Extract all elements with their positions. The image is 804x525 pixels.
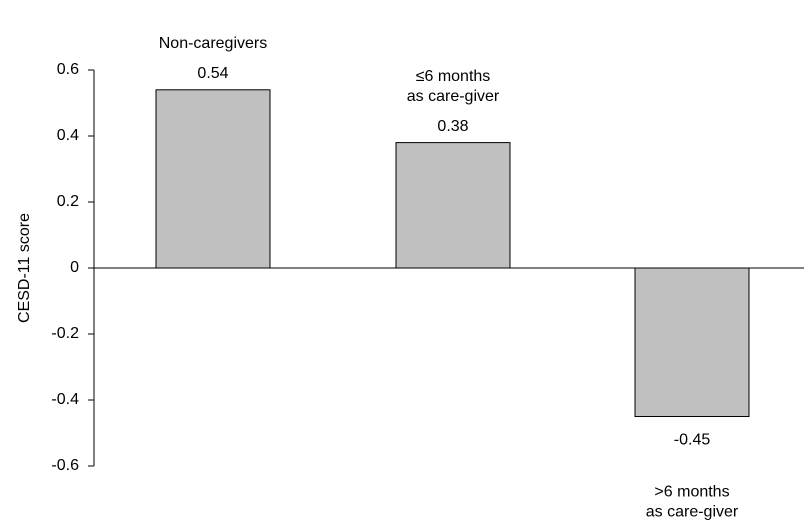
data-label: 0.54 [197,65,228,82]
category-label: ≤6 months [416,68,491,85]
category-label: Non-caregivers [159,35,267,52]
data-label: -0.45 [674,432,711,449]
y-tick-label: -0.4 [51,391,79,408]
y-tick-label: 0.2 [57,193,79,210]
bar [634,267,750,417]
chart-bars [155,89,750,417]
y-tick-label: 0.6 [57,61,79,78]
bar [155,89,271,269]
category-label: >6 months [654,484,729,501]
category-label: as care-giver [407,88,500,105]
y-ticks: 0.6 0.4 0.2 0 -0.2 -0.4 -0.6 [51,61,94,474]
category-label: as care-giver [646,504,739,521]
data-label: 0.38 [437,118,468,135]
y-tick-label: 0.4 [57,127,79,144]
bar [395,142,511,269]
y-tick-label: -0.6 [51,457,79,474]
y-axis-label: CESD-11 score [16,213,33,323]
y-tick-label: 0 [70,259,79,276]
chart-labels: 0.54 Non-caregivers 0.38 ≤6 months as care-g… [159,35,739,521]
y-tick-label: -0.2 [51,325,79,342]
